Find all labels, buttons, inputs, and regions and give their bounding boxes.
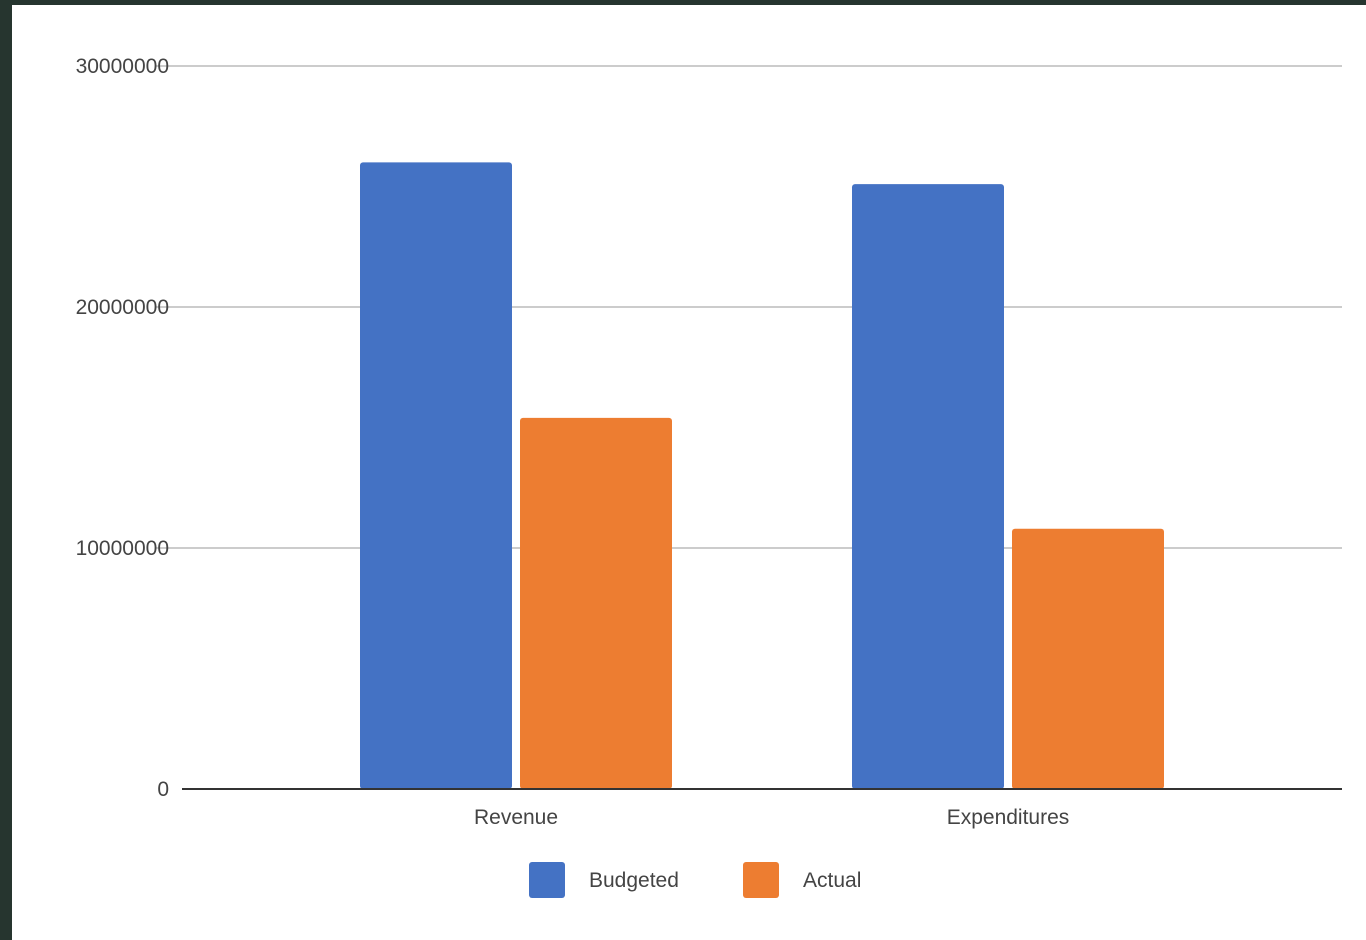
bar-actual-revenue [520,417,672,789]
x-category-label: Revenue [474,806,558,829]
legend-swatch-budgeted [529,862,565,898]
legend-swatch-actual [743,862,779,898]
x-category-label: Expenditures [947,806,1070,829]
bar-actual-expenditures [1012,528,1164,789]
legend-label-budgeted: Budgeted [589,869,679,892]
bar-budgeted-revenue [360,162,512,789]
legend: Budgeted Actual [529,862,861,898]
y-axis-ticks: 0 10000000 20000000 30000000 [76,55,169,801]
gridlines [155,65,1342,549]
y-tick-label: 20000000 [76,296,169,319]
y-tick-label: 10000000 [76,537,169,560]
bar-budgeted-expenditures [852,184,1004,790]
bars [360,162,1164,790]
y-tick-label: 0 [157,778,169,801]
legend-label-actual: Actual [803,869,861,892]
x-axis-labels: Revenue Expenditures [474,806,1069,829]
y-tick-label: 30000000 [76,55,169,78]
